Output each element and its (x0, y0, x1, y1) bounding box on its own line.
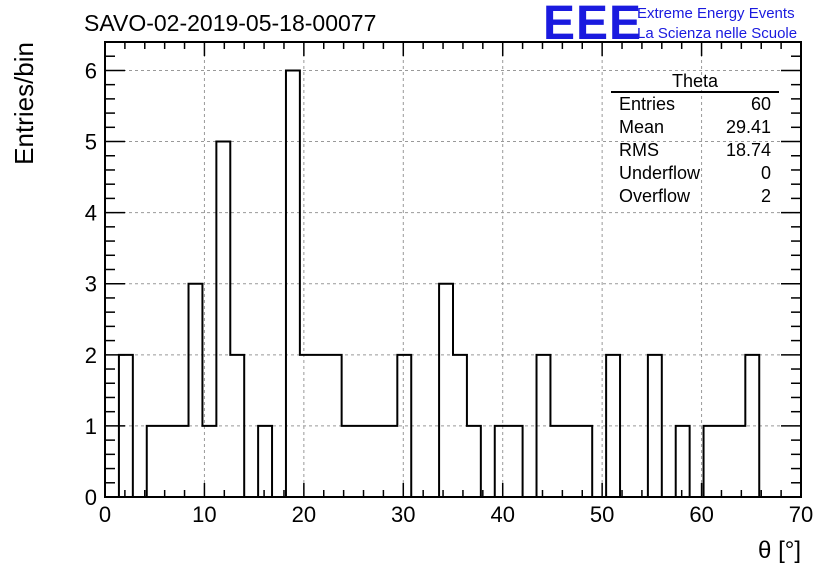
x-tick-label: 70 (789, 502, 813, 527)
histogram-bin (495, 426, 509, 497)
histogram-bin (147, 426, 161, 497)
y-axis-ticks: 0 1 2 3 4 5 6 (85, 41, 801, 510)
histogram-bin (564, 426, 578, 497)
histogram-bin (189, 284, 203, 497)
x-tick-label: 50 (590, 502, 614, 527)
histogram-bin (731, 426, 745, 497)
stats-value: 2 (760, 186, 771, 206)
histogram-bin (578, 426, 592, 497)
histogram-bars (117, 69, 761, 498)
logo-line-2: La Scienza nelle Scuole (637, 25, 798, 42)
logo-line-1: Extreme Energy Events (637, 5, 795, 22)
x-axis-label: θ [°] (758, 537, 801, 564)
histogram-bin (258, 426, 272, 497)
stats-label: Entries (619, 94, 676, 114)
stats-row-overflow: Overflow 2 (611, 185, 779, 208)
stats-row-rms: RMS 18.74 (611, 139, 779, 162)
x-tick-label: 40 (490, 502, 514, 527)
x-tick-label: 20 (292, 502, 316, 527)
stats-label: Mean (619, 117, 665, 137)
y-tick-label: 6 (85, 58, 97, 83)
y-axis-label: Entries/bin (9, 42, 39, 165)
histogram-bin (175, 426, 189, 497)
histogram-bin (383, 426, 397, 497)
histogram-bin (439, 284, 453, 497)
stats-value: 18.74 (725, 140, 771, 160)
y-tick-label: 2 (85, 343, 97, 368)
histogram-bin (509, 426, 523, 497)
histogram-bin (369, 426, 383, 497)
histogram-bin (704, 426, 718, 497)
x-tick-label: 30 (391, 502, 415, 527)
run-title: SAVO-02-2019-05-18-00077 (84, 10, 377, 36)
histogram-bin (216, 142, 230, 497)
stats-row-entries: Entries 60 (611, 93, 779, 116)
x-tick-label: 60 (689, 502, 713, 527)
stats-box: Theta Entries 60 Mean 29.41 RMS 18.74 Under… (611, 71, 779, 208)
y-tick-label: 1 (85, 414, 97, 439)
y-tick-label: 5 (85, 130, 97, 155)
eee-logo: EEE (543, 0, 643, 50)
stats-value: 29.41 (725, 117, 771, 137)
histogram-bin (467, 426, 481, 497)
stats-value: 60 (750, 94, 771, 114)
stats-value: 0 (760, 163, 771, 183)
stats-row-mean: Mean 29.41 (611, 116, 779, 139)
x-tick-label: 0 (99, 502, 111, 527)
histogram-bin (342, 426, 356, 497)
histogram-bin (356, 426, 370, 497)
stats-label: Overflow (619, 186, 691, 206)
x-axis-ticks: 0 10 20 30 40 50 60 70 (99, 42, 813, 527)
stats-row-underflow: Underflow 0 (611, 162, 779, 185)
x-tick-label: 10 (192, 502, 216, 527)
y-tick-label: 3 (85, 272, 97, 297)
y-tick-label: 4 (85, 201, 97, 226)
histogram-bin (161, 426, 175, 497)
histogram-bin (676, 426, 690, 497)
stats-label: Underflow (619, 163, 701, 183)
stats-label: RMS (619, 140, 659, 160)
y-tick-label: 0 (85, 485, 97, 510)
histogram-bin (717, 426, 731, 497)
histogram-step-line (117, 69, 761, 498)
stats-title: Theta (611, 71, 779, 93)
logo-subtitle: Extreme Energy Events La Scienza nelle S… (637, 4, 797, 44)
histogram-bin (550, 426, 564, 497)
